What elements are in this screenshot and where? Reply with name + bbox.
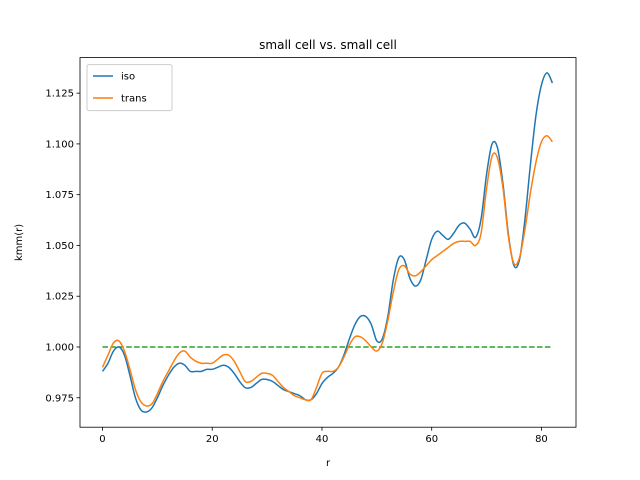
y-tick-label: 1.100 <box>45 139 74 150</box>
y-tick-label: 1.000 <box>45 342 74 353</box>
series-line-iso <box>101 72 554 413</box>
x-tick-label: 40 <box>316 434 329 445</box>
y-tick-label: 0.975 <box>45 393 74 404</box>
y-tick-label: 1.050 <box>45 241 74 252</box>
plot-area-frame <box>79 57 577 428</box>
legend-label-trans: trans <box>121 94 147 105</box>
x-axis: 0 20 40 60 80 <box>99 427 548 445</box>
x-tick-label: 60 <box>425 434 438 445</box>
y-axis-label: kmm(r) <box>14 224 25 261</box>
y-axis: 0.975 1.000 1.025 1.050 1.075 1.100 1.125 <box>45 89 80 404</box>
legend-label-iso: iso <box>121 72 135 83</box>
legend: iso trans <box>86 64 173 112</box>
x-axis-label: r <box>326 458 331 469</box>
x-tick-label: 80 <box>535 434 548 445</box>
y-tick-label: 1.025 <box>45 292 74 303</box>
series-line-trans <box>101 135 554 407</box>
series-layer <box>101 72 554 413</box>
chart-title: small cell vs. small cell <box>259 38 397 52</box>
x-tick-label: 20 <box>206 434 219 445</box>
y-tick-label: 1.075 <box>45 190 74 201</box>
y-tick-label: 1.125 <box>45 89 74 100</box>
x-tick-label: 0 <box>99 434 105 445</box>
